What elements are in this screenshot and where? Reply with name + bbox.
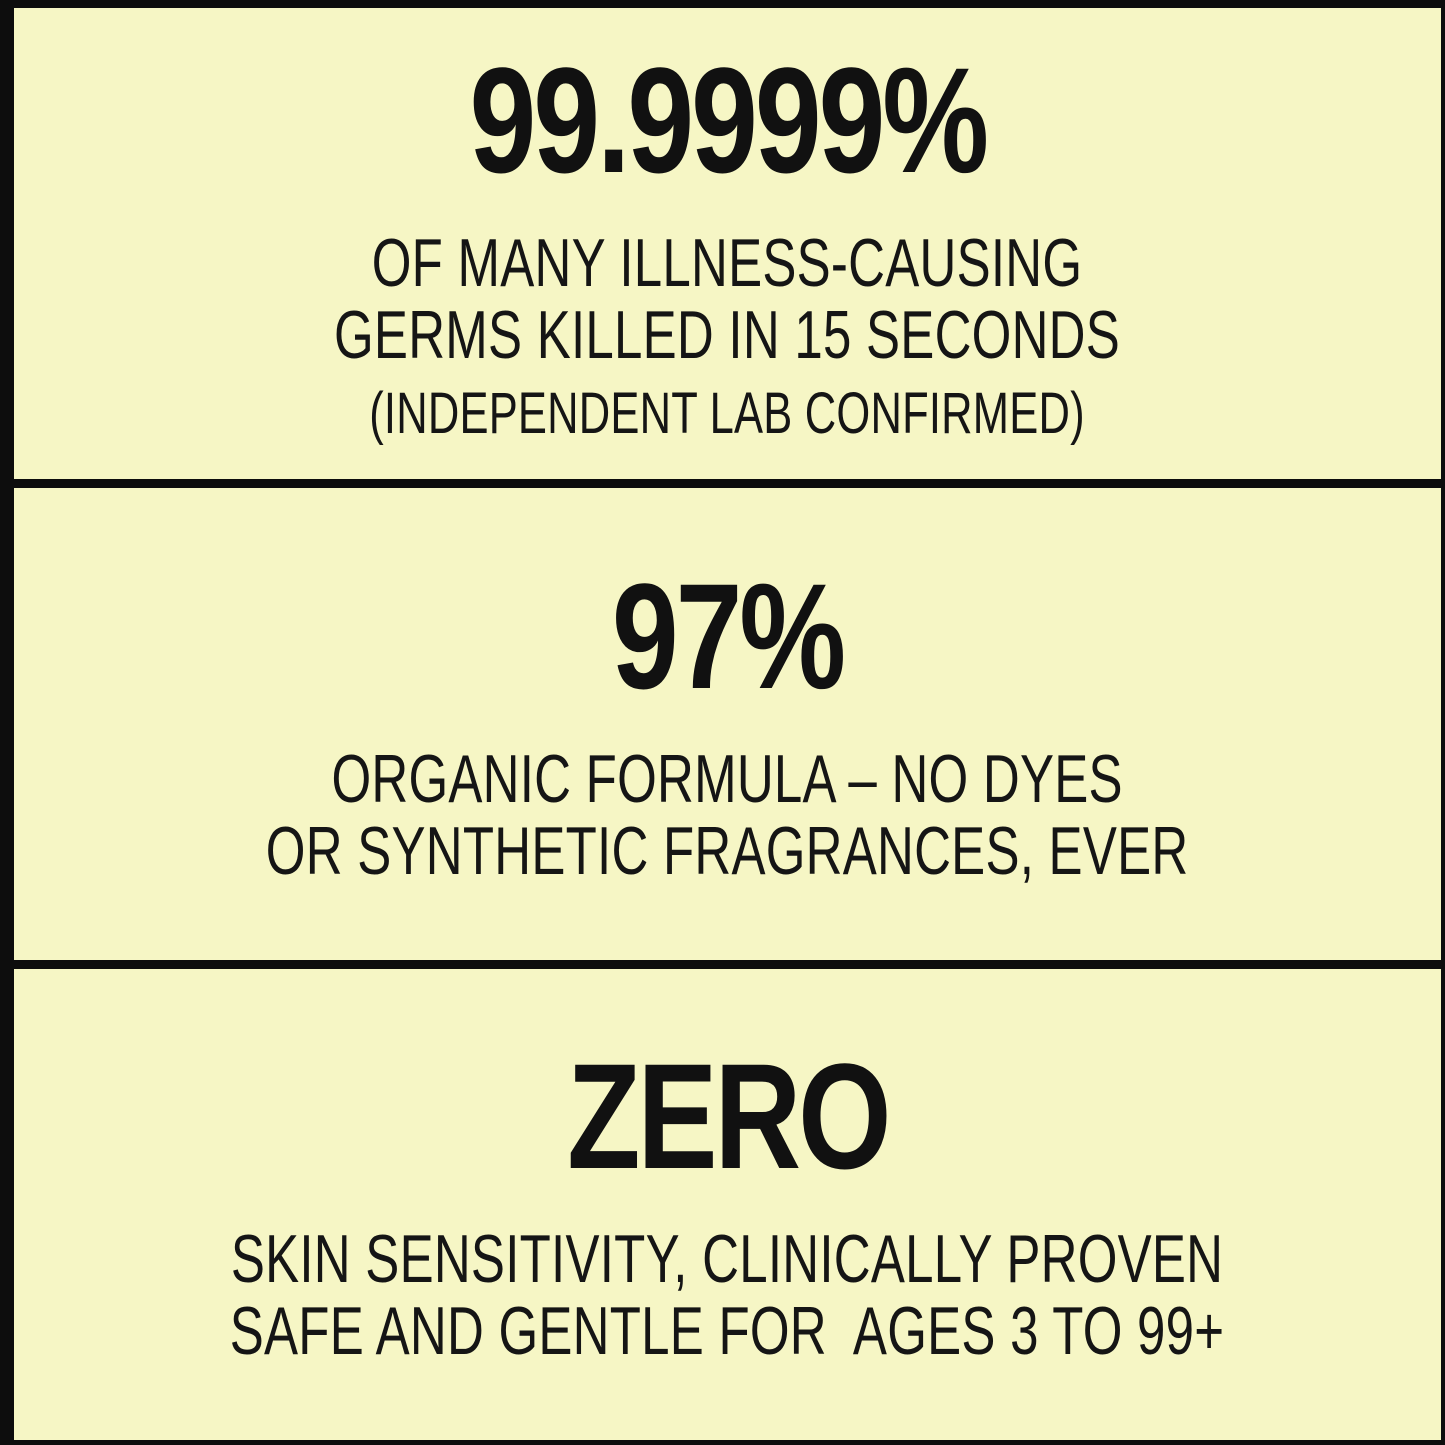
stat-footnote: (INDEPENDENT LAB CONFIRMED) [369,380,1086,446]
stat-description: ORGANIC FORMULA – NO DYES OR SYNTHETIC F… [266,743,1189,887]
panel-divider [14,479,1441,489]
stat-description: OF MANY ILLNESS-CAUSING GERMS KILLED IN … [334,224,1121,446]
stat-panel-germs: 99.9999% OF MANY ILLNESS-CAUSING GERMS K… [14,8,1441,480]
stat-description-line: OR SYNTHETIC FRAGRANCES, EVER [266,812,1189,889]
stat-value: 97% [611,551,846,720]
panel-divider [14,959,1441,969]
stat-value: 99.9999% [469,35,988,204]
stat-description-line: OF MANY ILLNESS-CAUSING [372,224,1083,301]
stat-description-line: SKIN SENSITIVITY, CLINICALLY PROVEN [231,1221,1224,1298]
stat-description-line: ORGANIC FORMULA – NO DYES [331,740,1124,817]
stat-value: ZERO [566,1032,891,1201]
stat-panel-organic: 97% ORGANIC FORMULA – NO DYES OR SYNTHET… [14,488,1441,960]
stat-description-line: GERMS KILLED IN 15 SECONDS [334,296,1121,373]
stat-description: SKIN SENSITIVITY, CLINICALLY PROVEN SAFE… [230,1223,1225,1367]
stat-description-line: SAFE AND GENTLE FOR AGES 3 TO 99+ [230,1293,1225,1370]
stat-panel-sensitivity: ZERO SKIN SENSITIVITY, CLINICALLY PROVEN… [14,968,1441,1440]
